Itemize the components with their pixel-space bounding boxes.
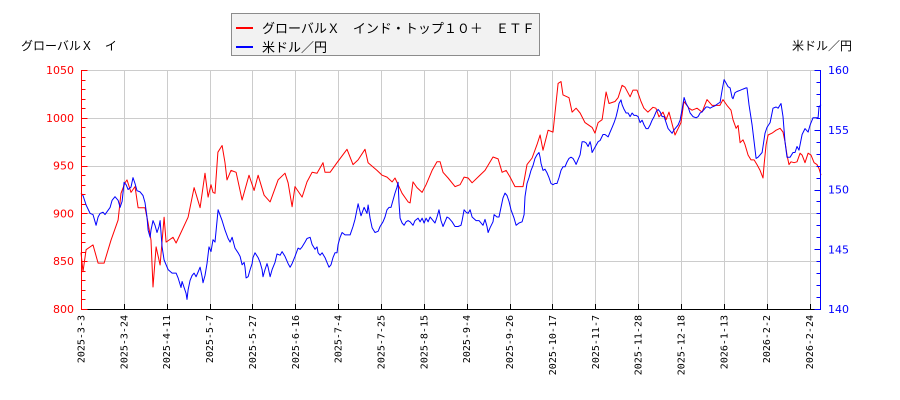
x-tick-label: 2025-7-4 — [334, 315, 345, 363]
x-tick-label: 2025-3-24 — [119, 315, 130, 369]
x-tick-label: 2025-7-25 — [377, 315, 388, 369]
left-y-tick-label: 1000 — [46, 112, 74, 125]
left-y-tick-label: 1050 — [46, 64, 74, 77]
legend-swatch-blue-line-icon — [236, 45, 253, 48]
x-tick-label: 2025-8-15 — [419, 315, 430, 369]
left-y-tick-label: 800 — [53, 303, 74, 316]
x-tick-label: 2026-2-2 — [762, 315, 773, 363]
legend-label-etf: グローバルＸ インド・トップ１０＋ ＥＴＦ — [262, 22, 535, 37]
usdjpy-line — [80, 79, 822, 300]
right-y-tick-label: 145 — [828, 243, 849, 256]
right-y-axis: 140 145 150 155 160 — [814, 64, 849, 316]
legend-label-usdjpy: 米ドル／円 — [262, 41, 328, 56]
x-tick-label: 2026-1-13 — [719, 315, 730, 369]
x-tick-label: 2025-3-3 — [77, 315, 88, 363]
x-tick-label: 2025-4-11 — [162, 315, 173, 369]
legend-item-etf: グローバルＸ インド・トップ１０＋ ＥＴＦ — [232, 18, 539, 37]
x-tick-label: 2025-9-26 — [505, 315, 516, 369]
x-tick-label: 2025-5-7 — [205, 315, 216, 363]
left-y-axis: 800 850 900 950 1000 1050 — [46, 64, 88, 316]
x-tick-label: 2025-11-28 — [634, 315, 645, 375]
left-y-tick-label: 900 — [53, 207, 74, 220]
legend-swatch-red-line-icon — [236, 26, 253, 29]
chart-legend: グローバルＸ インド・トップ１０＋ ＥＴＦ 米ドル／円 — [231, 13, 540, 56]
x-tick-label: 2025-6-16 — [291, 315, 302, 369]
right-y-tick-label: 160 — [828, 64, 849, 77]
x-tick-label: 2025-5-27 — [248, 315, 259, 369]
legend-item-usdjpy: 米ドル／円 — [232, 37, 539, 56]
etf-price-line — [80, 81, 822, 288]
right-axis-title: 米ドル／円 — [792, 39, 853, 53]
x-tick-label: 2025-9-4 — [462, 315, 473, 363]
gridlines — [81, 70, 821, 309]
left-y-tick-label: 950 — [53, 160, 74, 173]
right-y-tick-label: 150 — [828, 184, 849, 197]
left-y-tick-label: 850 — [53, 255, 74, 268]
right-y-tick-label: 140 — [828, 303, 849, 316]
left-axis-title: グローバルＸ イ — [21, 39, 117, 53]
x-axis: 2025-3-3 2025-3-24 2025-4-11 2025-5-7 2025-5… — [77, 304, 821, 375]
x-tick-label: 2025-11-7 — [591, 315, 602, 369]
right-y-tick-label: 155 — [828, 124, 849, 137]
x-tick-label: 2025-10-17 — [548, 315, 559, 375]
x-tick-label: 2026-2-24 — [805, 315, 816, 369]
x-tick-label: 2025-12-18 — [677, 315, 688, 375]
